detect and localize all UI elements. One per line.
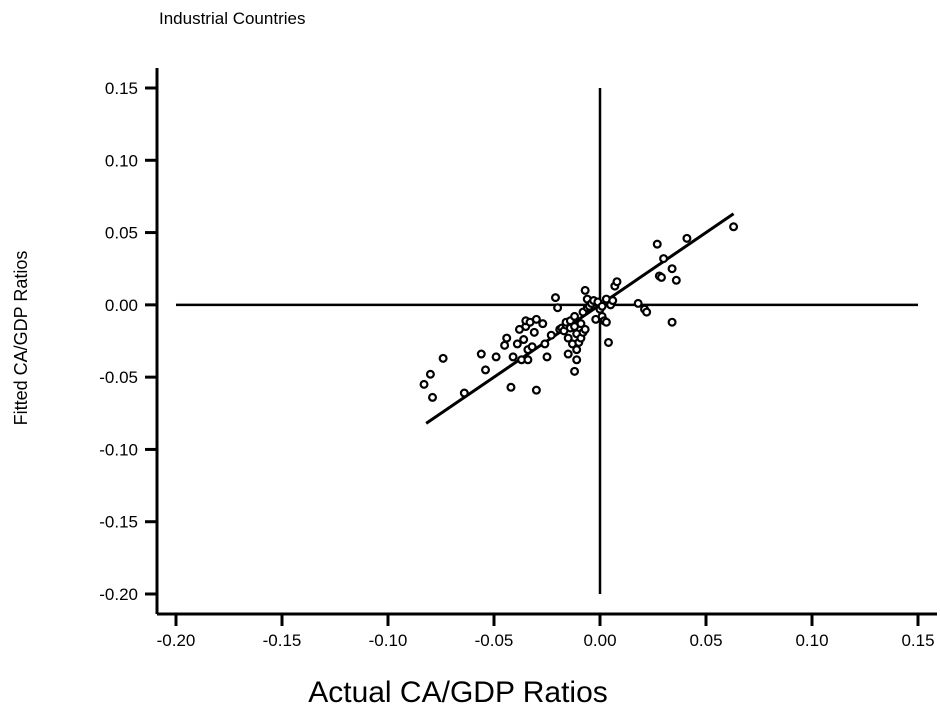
data-point <box>563 349 573 359</box>
data-point <box>519 335 529 345</box>
data-point <box>527 342 537 352</box>
x-tick-label: 0.15 <box>901 631 934 650</box>
data-point <box>576 319 586 329</box>
x-axis-title: Actual CA/GDP Ratios <box>308 676 608 709</box>
data-point <box>601 317 611 327</box>
data-point <box>481 365 491 375</box>
data-point <box>491 352 501 362</box>
data-point <box>523 355 533 365</box>
data-point <box>729 222 739 232</box>
x-tick-label: -0.20 <box>157 631 196 650</box>
data-point <box>546 330 556 340</box>
data-point <box>538 319 548 329</box>
y-tick-label: 0.05 <box>105 224 138 243</box>
data-point <box>502 333 512 343</box>
y-tick-label: 0.15 <box>105 79 138 98</box>
data-point <box>659 254 669 264</box>
data-point <box>563 333 573 343</box>
data-point <box>542 352 552 362</box>
data-point <box>656 272 666 282</box>
data-point <box>531 385 541 395</box>
data-point <box>512 339 522 349</box>
y-tick-label: 0.00 <box>105 296 138 315</box>
data-point <box>603 337 613 347</box>
data-point <box>642 307 652 317</box>
y-axis-title: Fitted CA/GDP Ratios <box>11 251 31 426</box>
data-point <box>438 353 448 363</box>
data-point <box>570 366 580 376</box>
data-point <box>531 314 541 324</box>
data-point <box>580 285 590 295</box>
y-tick-label: -0.05 <box>99 368 138 387</box>
data-point <box>476 349 486 359</box>
data-points <box>419 222 739 402</box>
y-tick-label: -0.15 <box>99 513 138 532</box>
data-point <box>572 345 582 355</box>
data-point <box>612 277 622 287</box>
data-point <box>671 275 681 285</box>
data-point <box>667 317 677 327</box>
data-point <box>633 298 643 308</box>
data-point <box>459 388 469 398</box>
x-tick-label: 0.05 <box>689 631 722 650</box>
data-point <box>529 327 539 337</box>
data-point <box>500 340 510 350</box>
data-point <box>550 293 560 303</box>
x-tick-label: 0.10 <box>795 631 828 650</box>
data-point <box>580 324 590 334</box>
data-point <box>597 301 607 311</box>
data-point <box>508 352 518 362</box>
x-tick-label: -0.05 <box>475 631 514 650</box>
data-point <box>428 392 438 402</box>
y-axis-ticks: -0.20 -0.15 -0.10 -0.05 0.00 0.05 0.10 0.15 <box>99 79 157 604</box>
data-point <box>506 382 516 392</box>
data-point <box>572 355 582 365</box>
fit-line <box>425 212 735 425</box>
data-point <box>608 296 618 306</box>
x-axis-ticks: -0.20 -0.15 -0.10 -0.05 0.00 0.05 0.10 0.15 <box>157 614 935 650</box>
data-point <box>682 233 692 243</box>
y-tick-label: -0.10 <box>99 440 138 459</box>
x-tick-label: 0.00 <box>583 631 616 650</box>
data-point <box>425 369 435 379</box>
data-point <box>553 303 563 313</box>
y-tick-label: 0.10 <box>105 151 138 170</box>
data-point <box>540 339 550 349</box>
data-point <box>419 379 429 389</box>
data-point <box>652 239 662 249</box>
data-point <box>570 311 580 321</box>
x-tick-label: -0.10 <box>369 631 408 650</box>
chart-title: Industrial Countries <box>159 9 306 28</box>
y-tick-label: -0.20 <box>99 585 138 604</box>
x-tick-label: -0.15 <box>263 631 302 650</box>
data-point <box>667 264 677 274</box>
